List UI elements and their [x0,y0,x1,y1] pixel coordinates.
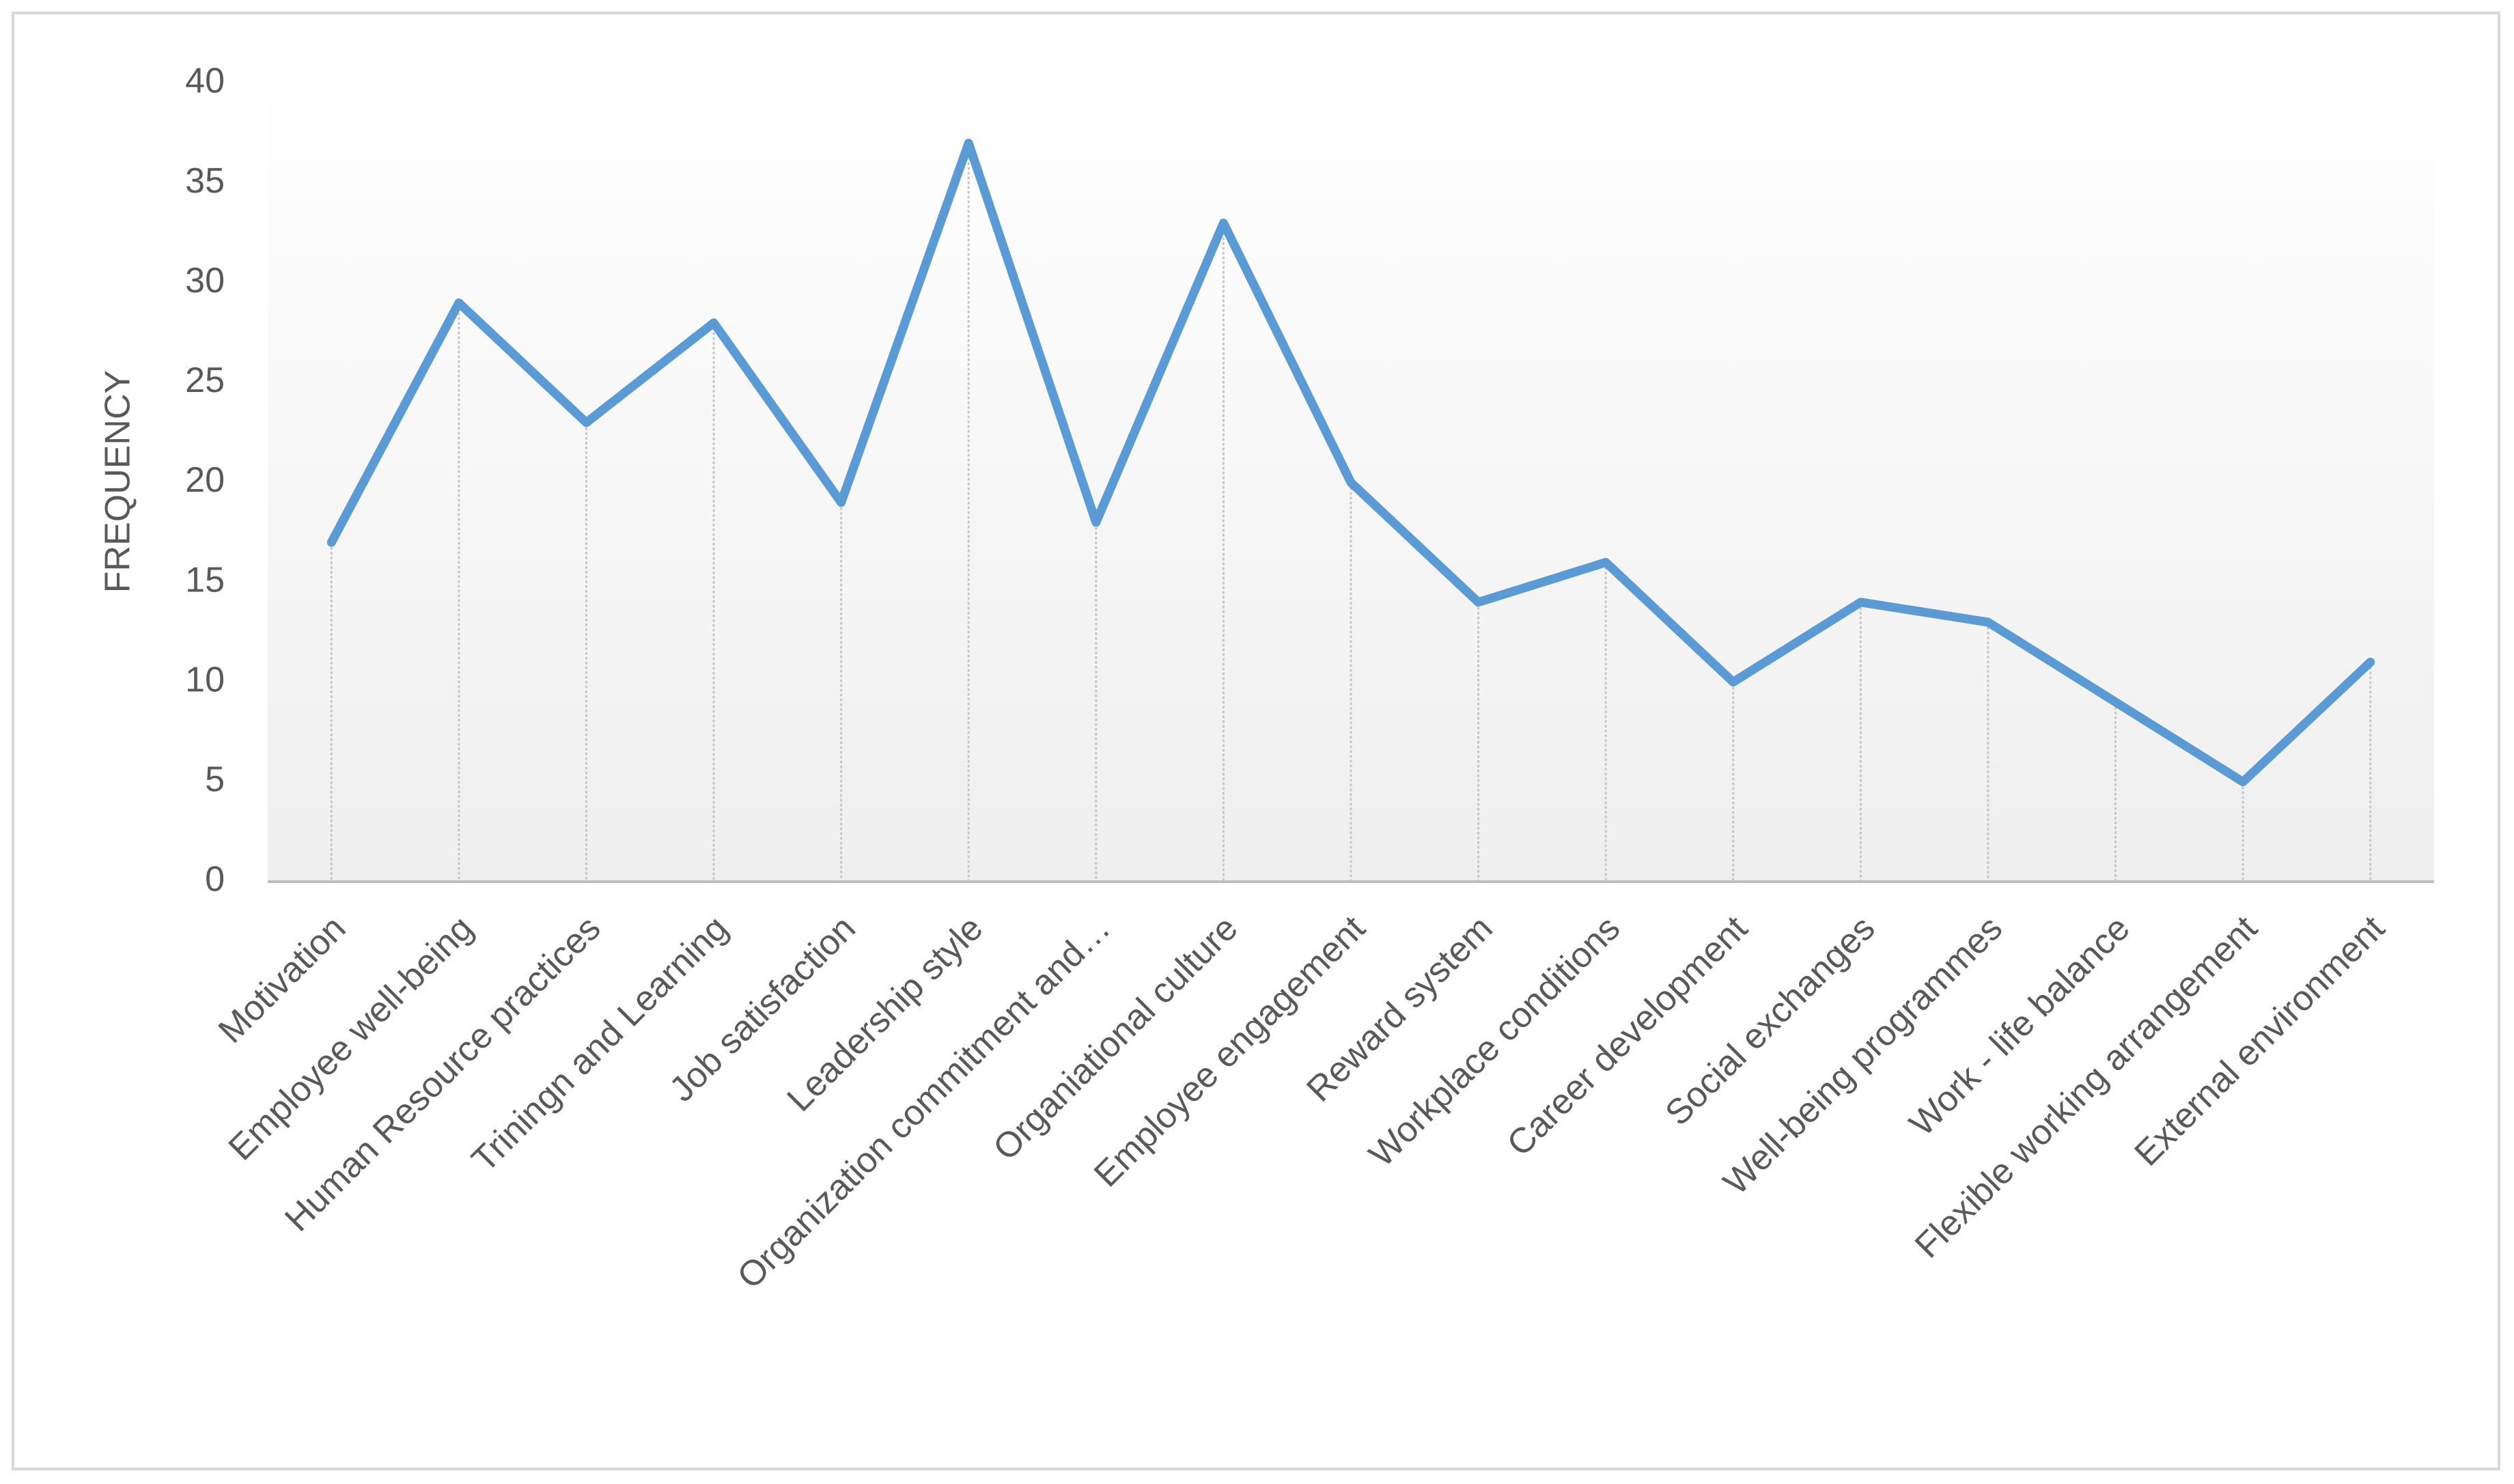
y-tick-label: 40 [185,61,225,101]
y-tick-label: 15 [185,560,225,600]
y-tick-label: 25 [185,361,225,400]
y-tick-label: 0 [205,860,225,899]
y-axis-title: FREQUENCY [98,370,138,593]
y-tick-label: 5 [205,760,225,800]
y-tick-label: 10 [185,660,225,699]
y-tick-label: 30 [185,261,225,300]
data-line [326,139,2375,787]
y-tick-label: 20 [185,460,225,500]
y-tick-label: 35 [185,161,225,201]
